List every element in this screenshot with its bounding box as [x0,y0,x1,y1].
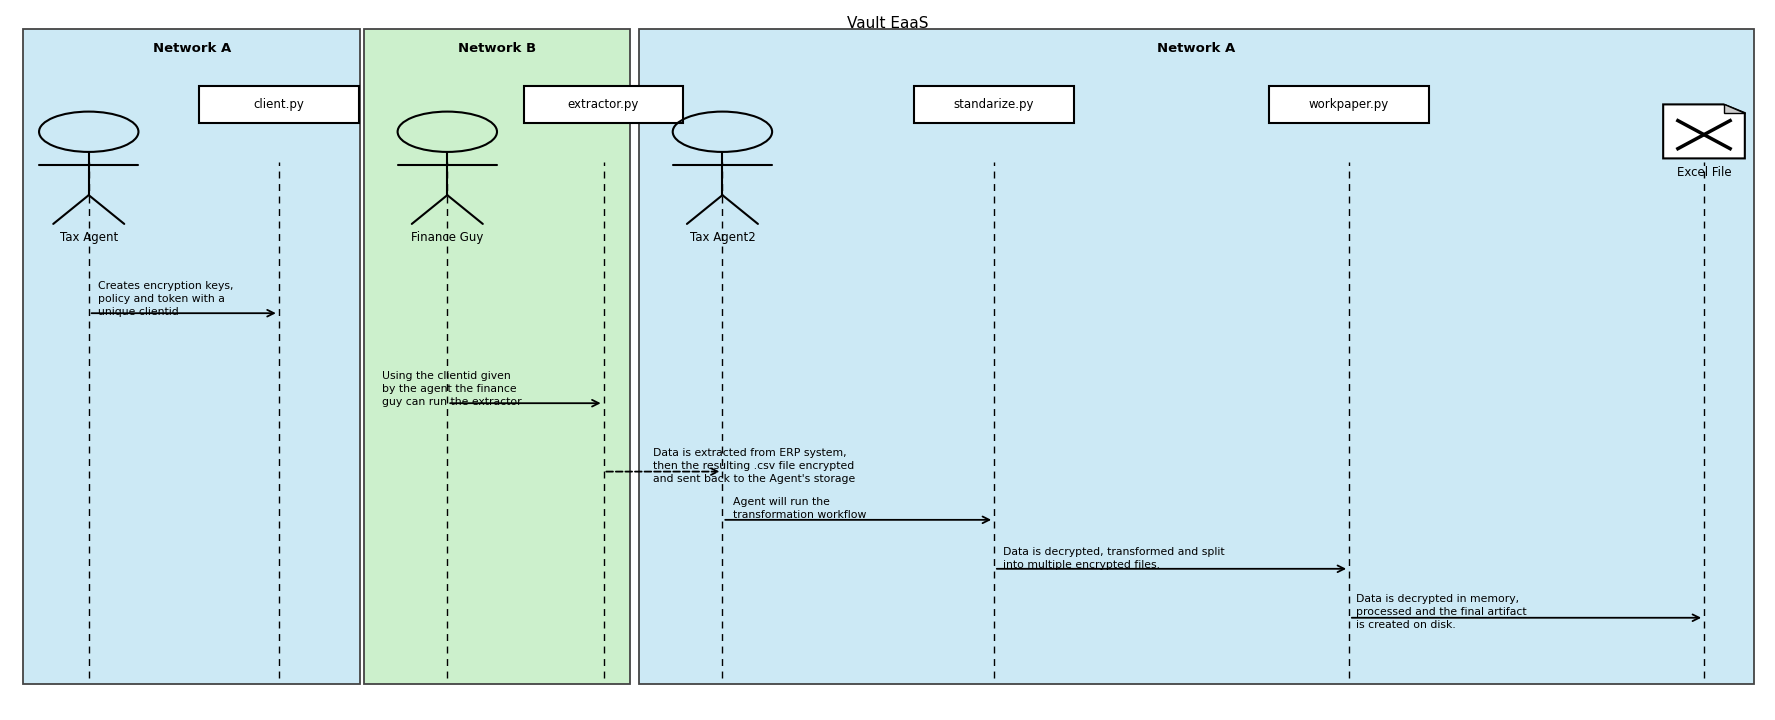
Text: workpaper.py: workpaper.py [1308,98,1390,111]
Text: Network A: Network A [153,42,231,55]
Text: Network A: Network A [1157,42,1235,55]
Text: Tax Agent: Tax Agent [60,231,117,244]
Text: Vault EaaS: Vault EaaS [847,16,928,31]
Bar [639,29,1754,684]
Text: Data is decrypted in memory,
processed and the final artifact
is created on disk: Data is decrypted in memory, processed a… [1356,594,1526,631]
Text: Agent will run the
transformation workflow: Agent will run the transformation workfl… [733,497,866,520]
Text: standarize.py: standarize.py [953,98,1035,111]
Polygon shape [1724,104,1745,113]
Bar [524,86,683,123]
Bar [199,86,359,123]
Text: client.py: client.py [254,98,304,111]
Text: Network B: Network B [458,42,536,55]
Bar [1269,86,1429,123]
Bar [23,29,360,684]
Bar [914,86,1074,123]
Text: Excel File: Excel File [1677,166,1731,179]
Text: Using the clientid given
by the agent the finance
guy can run the extractor: Using the clientid given by the agent th… [382,371,522,408]
Text: extractor.py: extractor.py [568,98,639,111]
Text: Data is decrypted, transformed and split
into multiple encrypted files.: Data is decrypted, transformed and split… [1003,547,1225,570]
Text: Tax Agent2: Tax Agent2 [689,231,756,244]
Bar [364,29,630,684]
Text: Creates encryption keys,
policy and token with a
unique clientid: Creates encryption keys, policy and toke… [98,281,233,318]
Text: Finance Guy: Finance Guy [412,231,483,244]
Polygon shape [1663,104,1745,158]
Text: Data is extracted from ERP system,
then the resulting .csv file encrypted
and se: Data is extracted from ERP system, then … [653,448,856,485]
